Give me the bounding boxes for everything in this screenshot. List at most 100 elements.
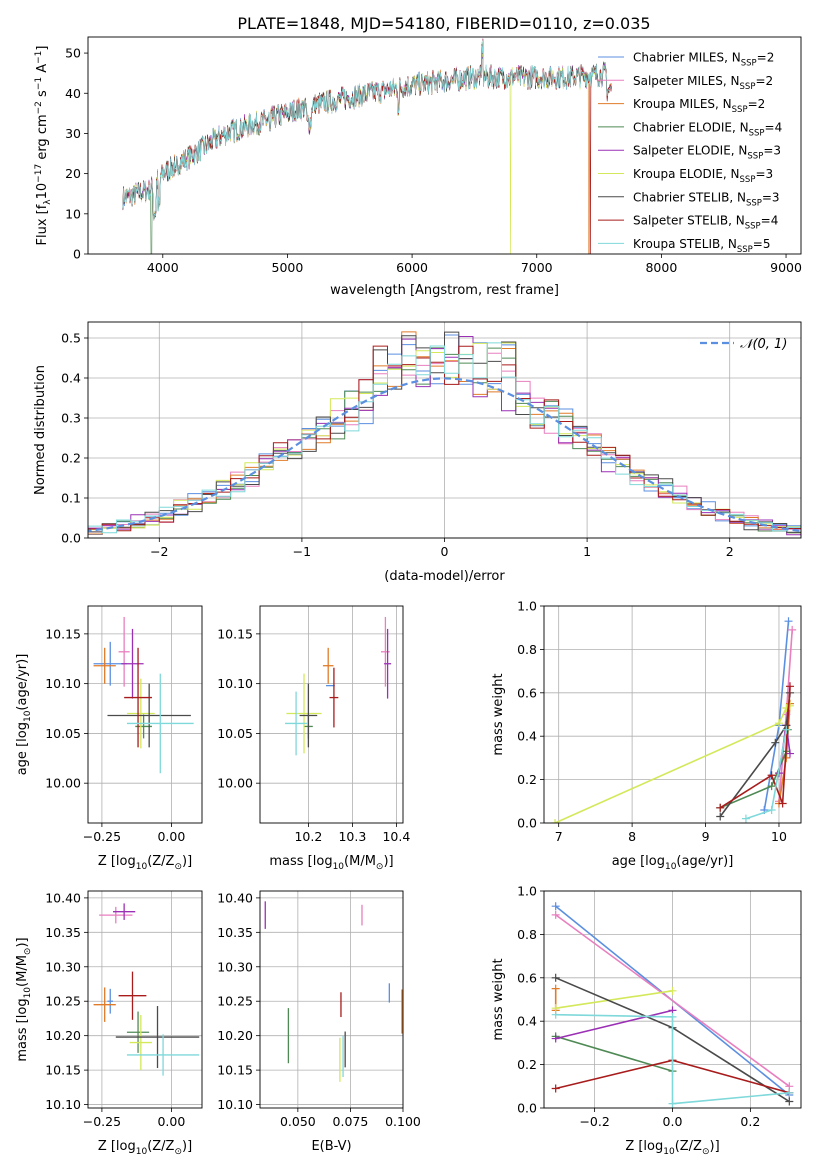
weight_vs_Z-frame xyxy=(543,890,802,1109)
x-tick-label: 0.2 xyxy=(740,1114,760,1129)
x-tick-label: −1 xyxy=(293,544,311,559)
marker xyxy=(716,803,725,812)
marker xyxy=(551,1010,560,1019)
x-tick-label: 10.2 xyxy=(294,829,322,844)
x-tick-label: 9000 xyxy=(770,260,802,275)
residuals-ylabel: Normed distribution xyxy=(33,365,48,495)
weight-series-kroupa-elodie xyxy=(551,701,794,823)
y-tick-label: 10.10 xyxy=(217,676,253,691)
y-tick-label: 10.15 xyxy=(217,1063,253,1078)
y-tick-label: 10.40 xyxy=(217,890,253,905)
y-tick-label: 0.0 xyxy=(517,1101,537,1116)
legend-entry: Chabrier STELIB, NSSP=3 xyxy=(633,190,780,208)
y-tick-label: 0.0 xyxy=(61,531,81,546)
marker xyxy=(767,805,776,814)
y-tick-label: 0.2 xyxy=(61,451,81,466)
weight_vs_age-panel: 7 8 9 10 0.0 0.2 0.4 0.6 0.8 1.0 age [log10(age/yr… xyxy=(491,599,802,872)
y-tick-label: 10.40 xyxy=(45,890,81,905)
marker xyxy=(785,682,794,691)
mass_vs_Z-ylabel: mass [log10(M/M⊙)] xyxy=(15,937,33,1061)
x-tick-label: −0.25 xyxy=(83,1114,121,1129)
weight_vs_age-plot-area xyxy=(551,617,797,823)
y-tick-label: 1.0 xyxy=(517,599,537,614)
marker xyxy=(668,1012,677,1021)
legend-entry: Salpeter ELODIE, NSSP=3 xyxy=(633,144,781,162)
spectrum-xlabel: wavelength [Angstrom, rest frame] xyxy=(330,283,559,298)
marker xyxy=(551,1084,560,1093)
age_vs_Z-xlabel: Z [log10(Z/Z⊙)] xyxy=(98,854,192,872)
legend-entry: 𝒩(0, 1) xyxy=(740,337,787,352)
x-tick-label: 10 xyxy=(771,829,787,844)
marker xyxy=(785,1088,794,1097)
marker xyxy=(785,701,794,710)
residuals-panel: −2 −1 0 1 2 0.0 0.1 0.2 0.3 0.4 0.5 𝒩(0, 1) (data-mo… xyxy=(33,321,802,584)
marker xyxy=(782,725,791,734)
y-tick-label: 1.0 xyxy=(517,884,537,899)
x-tick-label: 0.00 xyxy=(157,1114,185,1129)
mass_vs_ebv-frame xyxy=(259,890,404,1109)
errorbar-point xyxy=(286,673,322,754)
mass_vs_Z-xlabel: Z [log10(Z/Z⊙)] xyxy=(98,1139,192,1157)
x-tick-label: 5000 xyxy=(272,260,304,275)
y-tick-label: 10.20 xyxy=(217,1028,253,1043)
x-tick-label: 2 xyxy=(726,544,734,559)
spectrum-line-kroupa-elodie xyxy=(122,40,612,254)
y-tick-label: 30 xyxy=(65,126,81,141)
errorbar-point xyxy=(93,987,116,1022)
weight_vs_age-frame xyxy=(543,605,802,824)
x-tick-label: 7000 xyxy=(521,260,553,275)
y-tick-label: 10.10 xyxy=(45,676,81,691)
y-tick-label: 0.6 xyxy=(517,970,537,985)
errorbar-point xyxy=(107,988,114,1014)
age_vs_mass-plot-area xyxy=(285,616,392,756)
y-tick-label: 10.15 xyxy=(217,626,253,641)
marker xyxy=(788,625,797,634)
y-tick-label: 10.05 xyxy=(217,726,253,741)
x-tick-label: 10.4 xyxy=(382,829,410,844)
errorbar-point xyxy=(299,683,318,748)
y-tick-label: 10.20 xyxy=(45,1028,81,1043)
age_vs_mass-frame xyxy=(259,605,404,824)
y-tick-label: 10.35 xyxy=(217,925,253,940)
age_vs_Z-frame xyxy=(87,605,203,824)
errorbar-point xyxy=(126,1034,200,1076)
y-tick-label: 10.10 xyxy=(45,1097,81,1112)
x-tick-label: −0.2 xyxy=(579,1114,609,1129)
marker xyxy=(551,1034,560,1043)
y-tick-label: 0.0 xyxy=(517,816,537,831)
errorbar-point xyxy=(113,903,136,920)
errorbar-point xyxy=(126,1011,150,1053)
legend-entry: Kroupa MILES, NSSP=2 xyxy=(633,97,765,115)
mass_vs_Z-frame xyxy=(87,890,203,1109)
y-tick-label: 20 xyxy=(65,166,81,181)
x-tick-label: 4000 xyxy=(147,260,179,275)
x-tick-label: 0.050 xyxy=(280,1114,316,1129)
age_vs_Z-ylabel: age [log10(age/yr)] xyxy=(15,654,33,776)
legend-entry: Salpeter STELIB, NSSP=4 xyxy=(633,214,778,232)
x-tick-label: 9 xyxy=(702,829,710,844)
mass_vs_ebv-panel: 0.050 0.075 0.100 10.10 10.15 10.20 10.25 10.30… xyxy=(217,890,421,1154)
y-tick-label: 10.15 xyxy=(45,1063,81,1078)
legend-entry: Kroupa ELODIE, NSSP=3 xyxy=(633,167,773,185)
age_vs_mass-xlabel: mass [log10(M/M⊙)] xyxy=(269,854,393,872)
weight_vs_age-xlabel: age [log10(age/yr)] xyxy=(612,854,734,872)
spectrum-frame xyxy=(87,36,802,255)
y-tick-label: 0.6 xyxy=(517,685,537,700)
mass_vs_Z-plot-area xyxy=(93,903,200,1076)
errorbar-point xyxy=(99,906,133,924)
histogram-kroupa-stelib xyxy=(88,342,801,534)
x-tick-label: 6000 xyxy=(396,260,428,275)
x-tick-label: 8000 xyxy=(645,260,677,275)
x-tick-label: −0.25 xyxy=(83,829,121,844)
y-tick-label: 0.1 xyxy=(61,491,81,506)
y-tick-label: 0 xyxy=(73,247,81,262)
spectrum-ylabel: Flux [fλ10−17 erg cm−2 s−1 A−1] xyxy=(34,46,53,246)
legend-entry: Chabrier ELODIE, NSSP=4 xyxy=(633,120,782,138)
y-tick-label: 0.5 xyxy=(61,331,81,346)
y-tick-label: 10.30 xyxy=(217,959,253,974)
spectrum-line-salpeter-miles xyxy=(122,43,612,221)
errorbar-point xyxy=(126,678,155,749)
y-tick-label: 50 xyxy=(65,46,81,61)
weight-series-kroupa-stelib xyxy=(551,1010,794,1108)
